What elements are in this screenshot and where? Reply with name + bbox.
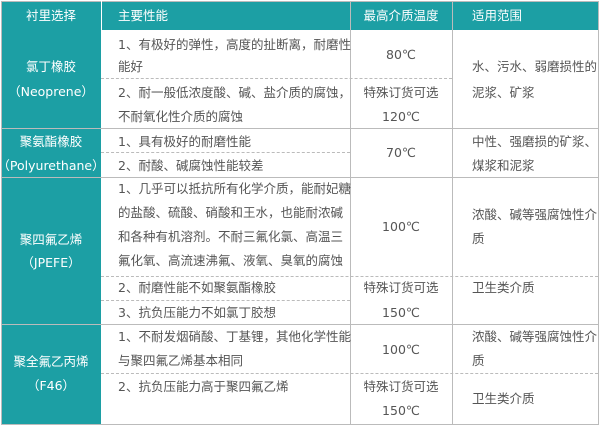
property-line: 2、抗负压能力高于聚四氟乙烯 [118,379,289,394]
application-line: 卫生类介质 [472,391,535,406]
material-column [1,30,101,424]
application-line: 质 [472,231,485,246]
material-name: 聚全氟乙丙烯 [13,354,89,369]
temp: 80℃ [386,47,416,62]
property-line: 氟化氧、高流速沸氟、液氧、臭氧的腐蚀 [118,253,344,268]
property-line: 1、几乎可以抵抗所有化学介质，能耐妃糖 [118,181,351,196]
material-code: （Neoprene） [8,84,94,99]
header-row [1,1,598,30]
temp: 150℃ [382,403,420,418]
divider [452,1,453,424]
material-code: （Polyurethane） [0,158,105,173]
temp: 150℃ [382,305,420,320]
divider [1,128,598,129]
material-name: 氯丁橡胶 [25,59,76,74]
application-line: 浓酸、碱等强腐蚀性介 [472,329,598,344]
property-line: 3、抗负压能力不如氯丁胶想 [118,305,276,320]
temp: 120℃ [382,109,420,124]
property-line: 和各种有机溶剂。不耐三氟化氯、高温三 [118,229,344,244]
temp: 70℃ [386,145,416,160]
material-name: 聚四氟乙烯 [19,232,83,247]
divider [350,1,351,424]
divider [101,373,598,374]
divider [101,1,102,424]
property-line: 1、不耐发烟硝酸、丁基锂，其他化学性能 [118,329,351,344]
application-line: 卫生类介质 [472,280,535,295]
material-name: 聚氨酯橡胶 [19,134,83,149]
application-line: 水、污水、弱磨损性的 [472,59,598,74]
divider [101,152,350,153]
temp: 特殊订货可选 [363,379,439,394]
property-line: 1、具有极好的耐磨性能 [118,134,251,149]
property-line: 不耐氧化性介质的腐蚀 [118,109,244,124]
divider [101,300,350,301]
temp: 100℃ [382,342,420,357]
application-line: 中性、强磨损的矿浆、 [472,134,598,149]
property-line: 2、耐磨性能不如聚氨酯橡胶 [118,280,276,295]
property-line: 2、耐酸、碱腐蚀性能较差 [118,158,264,173]
header-lining: 衬里选择 [25,8,76,23]
temp: 100℃ [382,219,420,234]
divider [1,177,598,178]
application-line: 质 [472,353,485,368]
property-line: 2、耐一般低浓度酸、碱、盐介质的腐蚀， [118,85,351,100]
property-line: 的盐酸、硫酸、硝酸和王水，也能耐浓碱 [118,205,344,220]
divider [101,78,452,79]
divider [101,276,598,277]
application-line: 泥浆、矿浆 [472,85,535,100]
header-max-temp: 最高介质温度 [363,8,439,23]
temp: 特殊订货可选 [363,280,439,295]
material-code: （JPEFE） [21,255,81,270]
application-line: 煤浆和泥浆 [472,158,535,173]
property-line: 与聚四氟乙烯基本相同 [118,353,244,368]
property-line: 1、有极好的弹性，高度的扯断离，耐磨性 [118,37,351,52]
header-properties: 主要性能 [118,8,169,23]
temp: 特殊订货可选 [363,85,439,100]
application-line: 浓酸、碱等强腐蚀性介 [472,207,598,222]
header-application: 适用范围 [472,8,523,23]
divider [1,324,598,325]
material-code: （F46） [26,378,76,393]
property-line: 能好 [118,59,144,74]
